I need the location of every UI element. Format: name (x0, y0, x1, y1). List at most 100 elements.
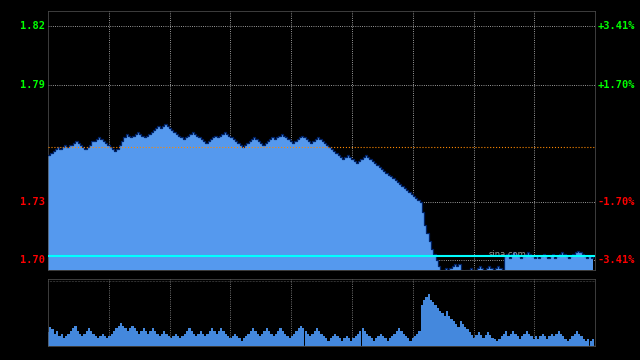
Text: -3.41%: -3.41% (598, 255, 636, 265)
Bar (548, 336, 551, 346)
Bar (530, 336, 532, 346)
Bar (191, 331, 193, 346)
Bar (321, 334, 323, 346)
Text: 1.79: 1.79 (20, 80, 45, 90)
Bar (496, 341, 499, 346)
Bar (423, 300, 426, 346)
Bar (471, 335, 473, 346)
Bar (47, 332, 49, 346)
Bar (154, 331, 156, 346)
Bar (307, 334, 309, 346)
Bar (350, 341, 353, 346)
Bar (462, 324, 464, 346)
Bar (175, 334, 177, 346)
Bar (147, 334, 150, 346)
Bar (419, 331, 420, 346)
Bar (225, 334, 227, 346)
Bar (343, 338, 346, 346)
Bar (79, 334, 81, 346)
Bar (302, 328, 305, 346)
Bar (268, 331, 270, 346)
Bar (88, 328, 90, 346)
Bar (489, 335, 492, 346)
Bar (202, 334, 204, 346)
Bar (435, 305, 436, 346)
Bar (519, 339, 521, 346)
Bar (580, 336, 582, 346)
Bar (95, 336, 97, 346)
Bar (560, 334, 562, 346)
Bar (204, 336, 207, 346)
Bar (286, 336, 289, 346)
Bar (403, 334, 405, 346)
Bar (111, 334, 113, 346)
Bar (400, 331, 403, 346)
Bar (165, 334, 168, 346)
Bar (524, 334, 525, 346)
Bar (430, 300, 432, 346)
Bar (54, 334, 56, 346)
Bar (323, 336, 325, 346)
Bar (131, 326, 134, 346)
Bar (426, 297, 428, 346)
Bar (115, 328, 118, 346)
Bar (218, 331, 220, 346)
Bar (332, 336, 334, 346)
Bar (428, 294, 430, 346)
Bar (500, 336, 503, 346)
Bar (464, 327, 467, 346)
Bar (229, 338, 232, 346)
Bar (74, 326, 77, 346)
Bar (108, 336, 111, 346)
Bar (273, 336, 275, 346)
Bar (364, 331, 366, 346)
Bar (120, 323, 122, 346)
Bar (99, 336, 102, 346)
Bar (300, 326, 302, 346)
Bar (483, 338, 484, 346)
Bar (238, 338, 241, 346)
Bar (168, 336, 170, 346)
Bar (282, 331, 284, 346)
Bar (200, 331, 202, 346)
Bar (104, 336, 106, 346)
Bar (503, 334, 505, 346)
Bar (378, 336, 380, 346)
Bar (572, 336, 573, 346)
Bar (102, 334, 104, 346)
Bar (280, 328, 282, 346)
Bar (118, 326, 120, 346)
Bar (90, 331, 92, 346)
Bar (61, 334, 63, 346)
Bar (439, 311, 442, 346)
Bar (124, 328, 127, 346)
Bar (248, 334, 250, 346)
Bar (407, 338, 410, 346)
Bar (432, 302, 435, 346)
Bar (535, 336, 537, 346)
Bar (446, 311, 448, 346)
Bar (562, 336, 564, 346)
Bar (150, 331, 152, 346)
Bar (58, 336, 61, 346)
Bar (544, 336, 546, 346)
Bar (305, 331, 307, 346)
Bar (314, 331, 316, 346)
Bar (588, 339, 589, 346)
Bar (277, 331, 280, 346)
Bar (181, 336, 184, 346)
Bar (382, 336, 384, 346)
Bar (375, 338, 378, 346)
Bar (564, 339, 566, 346)
Bar (134, 328, 136, 346)
Bar (369, 336, 371, 346)
Bar (592, 339, 594, 346)
Bar (516, 336, 519, 346)
Bar (318, 331, 321, 346)
Bar (145, 331, 147, 346)
Text: 1.73: 1.73 (20, 197, 45, 207)
Bar (355, 336, 357, 346)
Bar (241, 341, 243, 346)
Bar (487, 332, 489, 346)
Bar (261, 334, 264, 346)
